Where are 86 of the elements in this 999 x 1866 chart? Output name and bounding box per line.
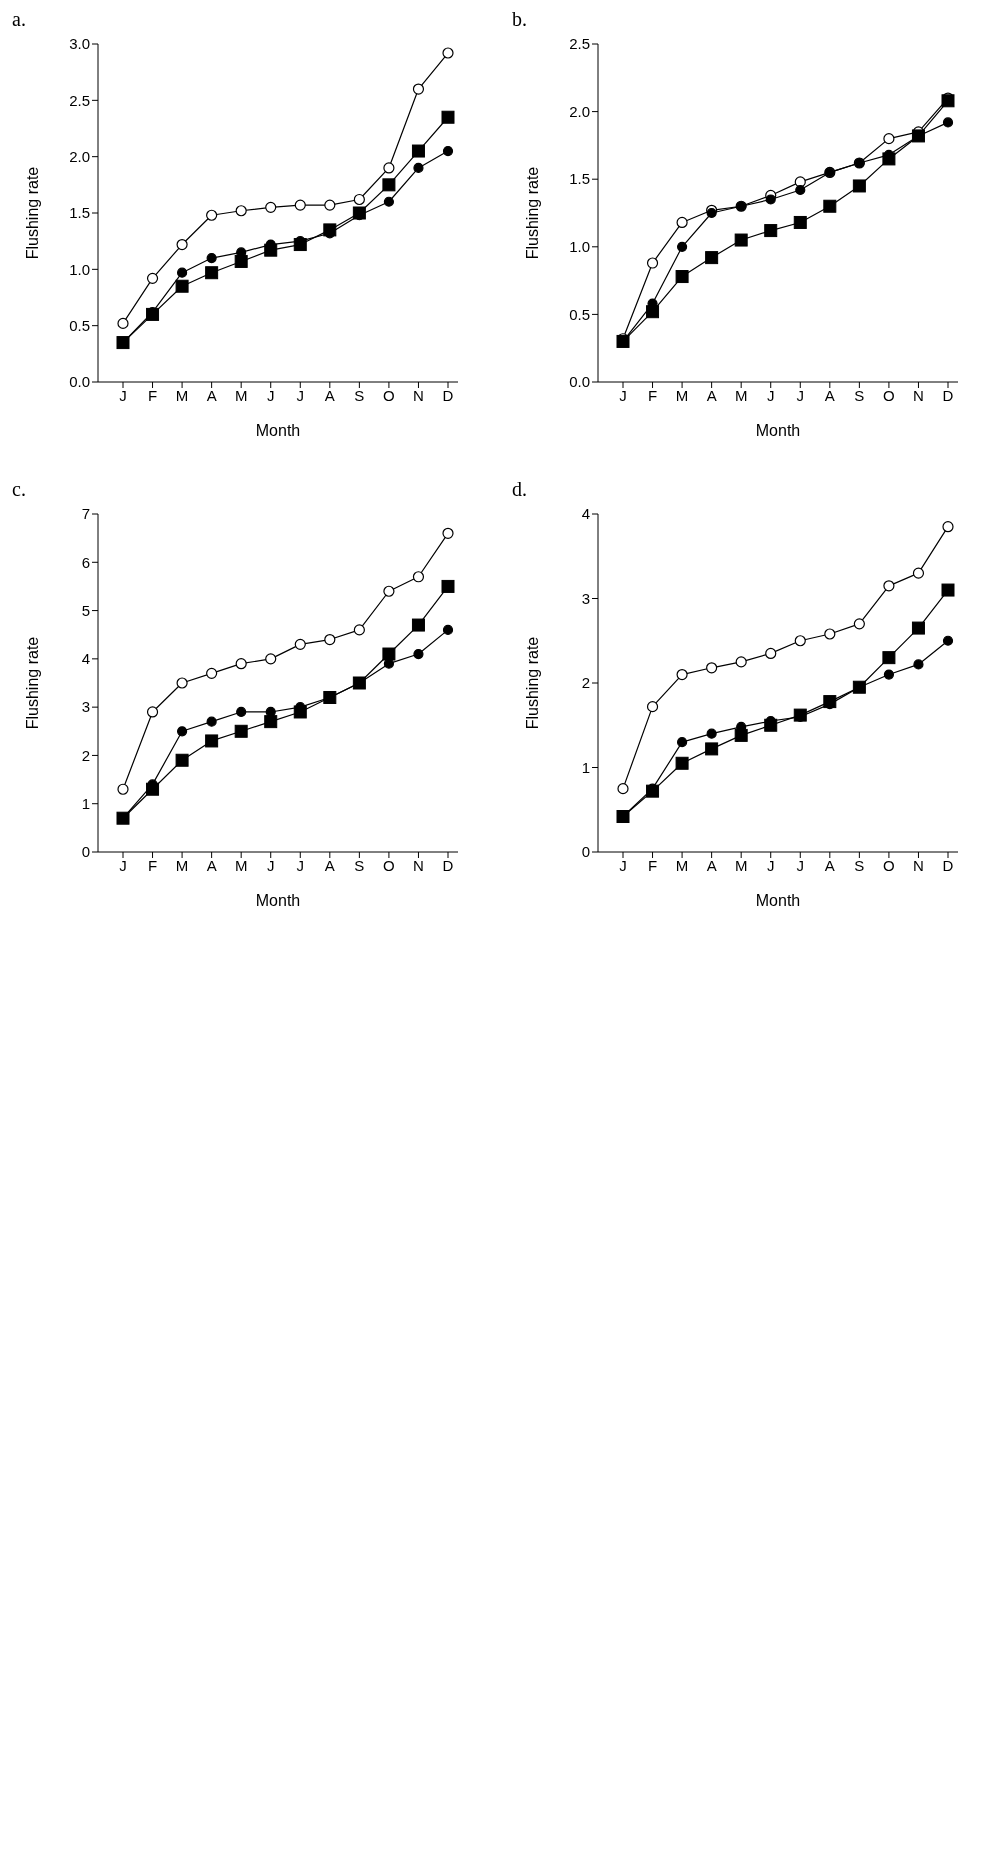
y-tick-label: 2.0 <box>569 102 590 120</box>
x-axis-title: Month <box>255 422 301 439</box>
y-tick-label: 0.5 <box>69 316 90 334</box>
chart-title: c. <box>12 478 26 501</box>
x-tick-label: O <box>883 386 895 404</box>
x-tick-label: J <box>119 856 127 874</box>
x-axis-title: Month <box>755 892 801 909</box>
x-tick-label: D <box>442 386 454 404</box>
x-tick-label: M <box>675 856 689 874</box>
x-tick-label: M <box>234 856 248 874</box>
x-tick-label: J <box>296 856 305 874</box>
y-tick-label: 1.5 <box>69 204 90 222</box>
y-tick-label: 2 <box>581 674 590 692</box>
x-tick-label: N <box>913 386 924 404</box>
x-tick-label: S <box>854 856 865 874</box>
y-tick-label: 4 <box>81 650 90 668</box>
x-tick-label: O <box>883 856 895 874</box>
x-tick-label: F <box>647 856 658 874</box>
x-tick-label: J <box>619 386 627 404</box>
x-tick-label: F <box>147 856 158 874</box>
y-tick-label: 1.5 <box>569 170 590 188</box>
x-tick-label: A <box>324 386 335 404</box>
x-tick-label: M <box>234 386 248 404</box>
x-tick-label: N <box>413 856 424 874</box>
x-tick-label: M <box>675 386 689 404</box>
chart-title: a. <box>12 8 26 31</box>
y-tick-label: 0.0 <box>569 373 590 391</box>
x-tick-label: D <box>942 386 954 404</box>
y-tick-label: 2 <box>81 746 90 764</box>
y-axis-title: Flushing rate <box>23 636 41 730</box>
chart-title: d. <box>512 478 527 501</box>
x-tick-label: S <box>354 386 365 404</box>
x-tick-label: A <box>706 856 717 874</box>
x-tick-label: J <box>296 386 305 404</box>
x-tick-label: J <box>266 856 275 874</box>
y-tick-label: 0 <box>81 843 90 861</box>
x-tick-label: F <box>147 386 158 404</box>
y-tick-label: 6 <box>81 553 90 571</box>
x-tick-label: F <box>647 386 658 404</box>
y-tick-label: 3.0 <box>69 35 90 53</box>
x-tick-label: M <box>175 856 189 874</box>
x-tick-label: A <box>824 386 835 404</box>
y-tick-label: 0 <box>581 843 590 861</box>
x-tick-label: S <box>854 386 865 404</box>
x-tick-label: J <box>619 856 627 874</box>
x-tick-label: M <box>734 386 748 404</box>
y-tick-label: 0.5 <box>569 305 590 323</box>
x-tick-label: A <box>206 386 217 404</box>
x-tick-label: S <box>354 856 365 874</box>
y-tick-label: 3 <box>581 589 590 607</box>
y-tick-label: 1.0 <box>569 238 590 256</box>
x-tick-label: M <box>175 386 189 404</box>
x-tick-label: J <box>796 386 805 404</box>
x-tick-label: J <box>766 386 775 404</box>
x-tick-label: O <box>383 856 395 874</box>
y-axis-title: Flushing rate <box>23 166 41 260</box>
x-tick-label: A <box>706 386 717 404</box>
x-tick-label: M <box>734 856 748 874</box>
x-tick-label: D <box>442 856 454 874</box>
x-axis-title: Month <box>755 422 801 439</box>
x-tick-label: J <box>119 386 127 404</box>
x-tick-label: A <box>206 856 217 874</box>
y-tick-label: 1 <box>81 794 90 812</box>
y-tick-label: 2.0 <box>69 147 90 165</box>
y-axis-title: Flushing rate <box>523 166 541 260</box>
x-tick-label: J <box>766 856 775 874</box>
y-axis-title: Flushing rate <box>523 636 541 730</box>
x-tick-label: A <box>824 856 835 874</box>
y-tick-label: 0.0 <box>69 373 90 391</box>
y-tick-label: 5 <box>81 601 90 619</box>
chart-title: b. <box>512 8 527 31</box>
y-tick-label: 4 <box>581 505 590 523</box>
x-tick-label: A <box>324 856 335 874</box>
y-tick-label: 1 <box>581 758 590 776</box>
y-tick-label: 7 <box>81 505 90 523</box>
x-tick-label: J <box>266 386 275 404</box>
y-tick-label: 2.5 <box>69 91 90 109</box>
x-axis-title: Month <box>255 892 301 909</box>
x-tick-label: N <box>413 386 424 404</box>
x-tick-label: N <box>913 856 924 874</box>
x-tick-label: J <box>796 856 805 874</box>
y-tick-label: 3 <box>81 698 90 716</box>
x-tick-label: D <box>942 856 954 874</box>
x-tick-label: O <box>383 386 395 404</box>
y-tick-label: 1.0 <box>69 260 90 278</box>
y-tick-label: 2.5 <box>569 35 590 53</box>
